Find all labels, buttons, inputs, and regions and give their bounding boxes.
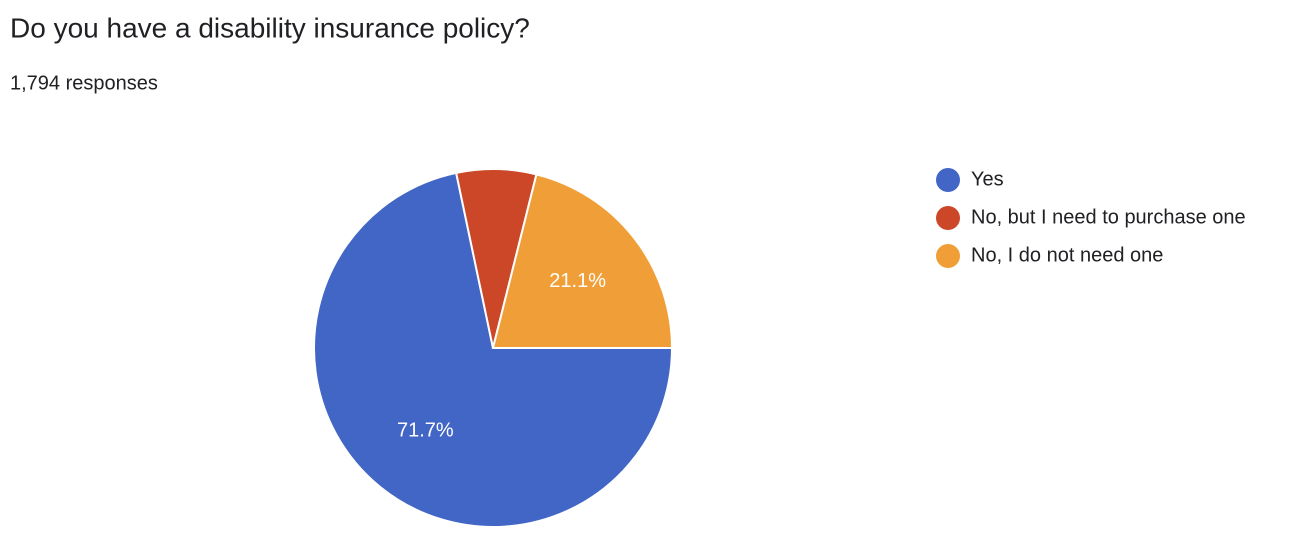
legend-marker	[936, 244, 960, 268]
legend-label: No, I do not need one	[971, 244, 1163, 266]
chart-subtitle: 1,794 responses	[10, 72, 158, 94]
legend-label: Yes	[971, 168, 1004, 190]
legend-label: No, but I need to purchase one	[971, 206, 1246, 228]
chart-title: Do you have a disability insurance polic…	[10, 12, 530, 43]
legend-marker	[936, 206, 960, 230]
legend-marker	[936, 168, 960, 192]
pie-slice	[491, 173, 674, 349]
slice-label: 21.1%	[549, 270, 606, 292]
slice-label: 71.7%	[397, 420, 454, 442]
pie-slice	[313, 171, 674, 528]
